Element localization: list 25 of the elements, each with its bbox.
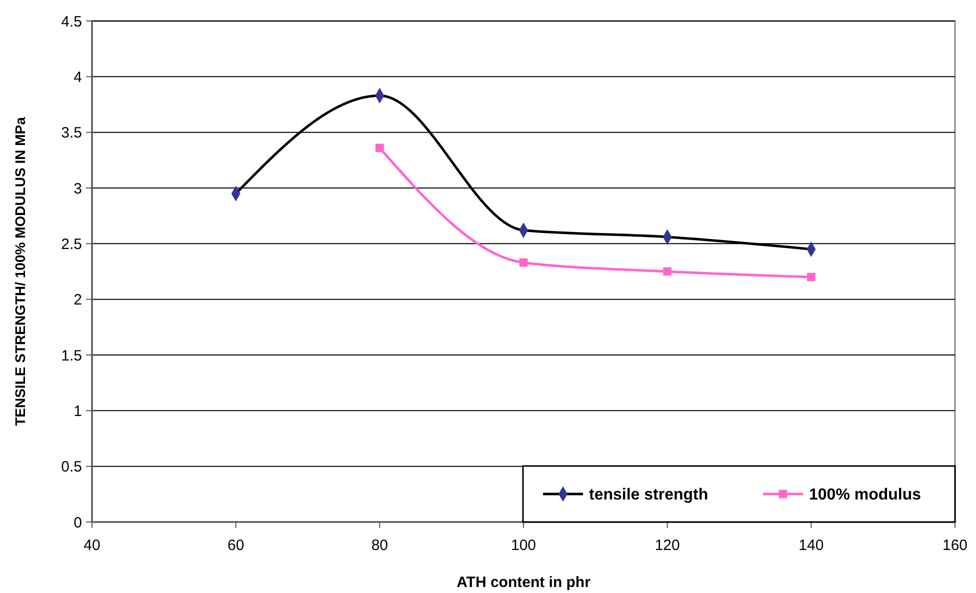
legend-label: 100% modulus — [809, 486, 922, 504]
legend-label: tensile strength — [589, 486, 708, 504]
x-tick-label: 160 — [942, 537, 968, 554]
y-tick-label: 3.5 — [61, 124, 82, 142]
x-axis-title: ATH content in phr — [456, 574, 591, 591]
x-tick-label: 40 — [84, 537, 100, 554]
y-axis-title: TENSILE STRENGTH/ 100% MODULUS IN MPa — [12, 116, 28, 426]
point — [663, 267, 672, 276]
y-tick-label: 3 — [74, 180, 82, 198]
y-tick-label: 4 — [74, 68, 82, 86]
x-tick-label: 140 — [798, 537, 824, 554]
point — [375, 144, 384, 152]
x-tick-label: 100 — [510, 537, 536, 554]
point — [806, 272, 816, 282]
y-tick-label: 1.5 — [61, 347, 82, 364]
y-tick-label: 1 — [74, 402, 82, 420]
y-tick-label: 2.5 — [61, 236, 82, 253]
y-tick-label: 4.5 — [61, 13, 82, 30]
y-tick-label: 2 — [74, 292, 82, 309]
y-tick-label: 0 — [74, 514, 82, 532]
y-tick-label: 0.5 — [61, 458, 82, 476]
x-tick-label: 60 — [227, 537, 244, 554]
x-tick-label: 120 — [654, 537, 680, 554]
point — [519, 258, 528, 267]
x-tick-label: 80 — [371, 537, 388, 554]
